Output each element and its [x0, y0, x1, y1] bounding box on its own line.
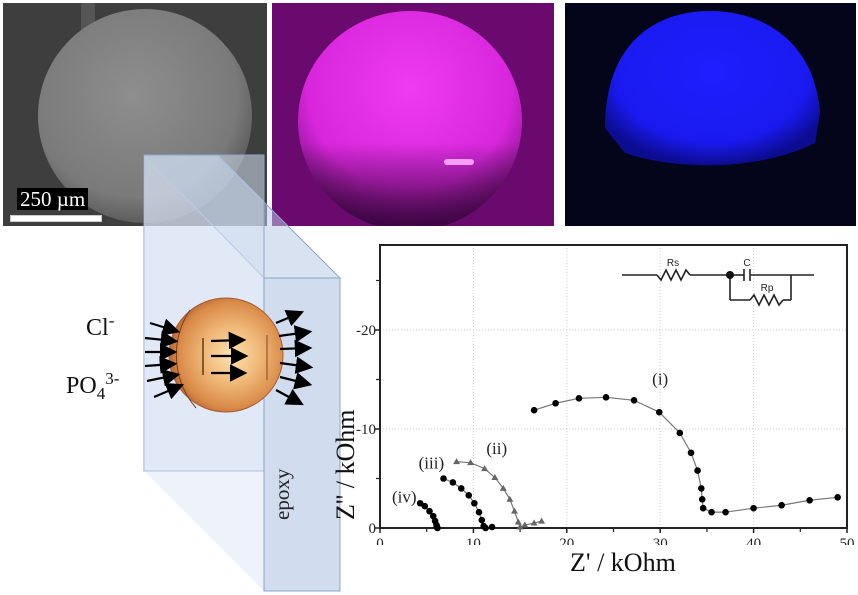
x-tick-label: 0 [376, 536, 384, 545]
circuit-label-rp: Rp [761, 283, 774, 294]
circuit-label-rs: Rs [667, 258, 679, 269]
magenta-sphere-graphic [298, 11, 522, 226]
series-i [530, 394, 841, 516]
equivalent-circuit-inset [622, 268, 814, 307]
plot-frame [379, 244, 848, 529]
series-iii [440, 475, 496, 532]
series-ii [453, 458, 546, 530]
x-tick-label: 10 [466, 536, 481, 545]
data-series [416, 394, 841, 532]
slab-side-face [263, 277, 341, 592]
annotation-label: (iv) [392, 487, 417, 506]
edx-map-magenta-panel [272, 3, 554, 226]
series-iv [416, 499, 441, 532]
sem-image-panel: 250 µm [3, 3, 267, 226]
edx-map-blue-panel [565, 3, 856, 226]
plot-gridlines [380, 245, 847, 528]
y-axis-label: Z'' / kOhm [331, 409, 360, 520]
nyquist-plot: 0 10 20 30 40 50 0 -10 -20 (i) (ii) (iii)(iv) Rs C… [356, 244, 855, 545]
y-tick-label: -10 [356, 422, 376, 438]
circuit-label-c: C [743, 258, 750, 269]
incoming-ion-arrows [144, 318, 185, 400]
scale-bar [10, 215, 102, 222]
ion-label-phosphate: PO43- [66, 369, 120, 403]
axis-ticks: 0 10 20 30 40 50 0 -10 -20 [356, 279, 855, 545]
x-tick-label: 40 [746, 536, 761, 545]
epoxy-label: epoxy [270, 468, 294, 520]
blue-sphere-graphic [605, 11, 820, 166]
annotation-label: (iii) [419, 454, 445, 473]
scale-bar-label: 250 µm [17, 188, 89, 210]
x-tick-label: 20 [559, 536, 574, 545]
x-axis-label: Z' / kOhm [570, 548, 676, 577]
sphere-graphic [168, 297, 284, 413]
annotation-label: (ii) [486, 439, 507, 458]
x-tick-label: 30 [653, 536, 668, 545]
internal-diffusion-arrows [210, 331, 249, 382]
circuit-node [726, 271, 734, 279]
ion-label-chloride: Cl- [86, 311, 115, 341]
series-annotations: (i) (ii) (iii)(iv) [392, 369, 668, 506]
x-tick-label: 50 [840, 536, 855, 545]
outgoing-ion-arrows [275, 309, 314, 406]
annotation-label: (i) [652, 369, 668, 388]
y-tick-label: -20 [356, 323, 376, 339]
y-tick-label: 0 [369, 521, 377, 537]
